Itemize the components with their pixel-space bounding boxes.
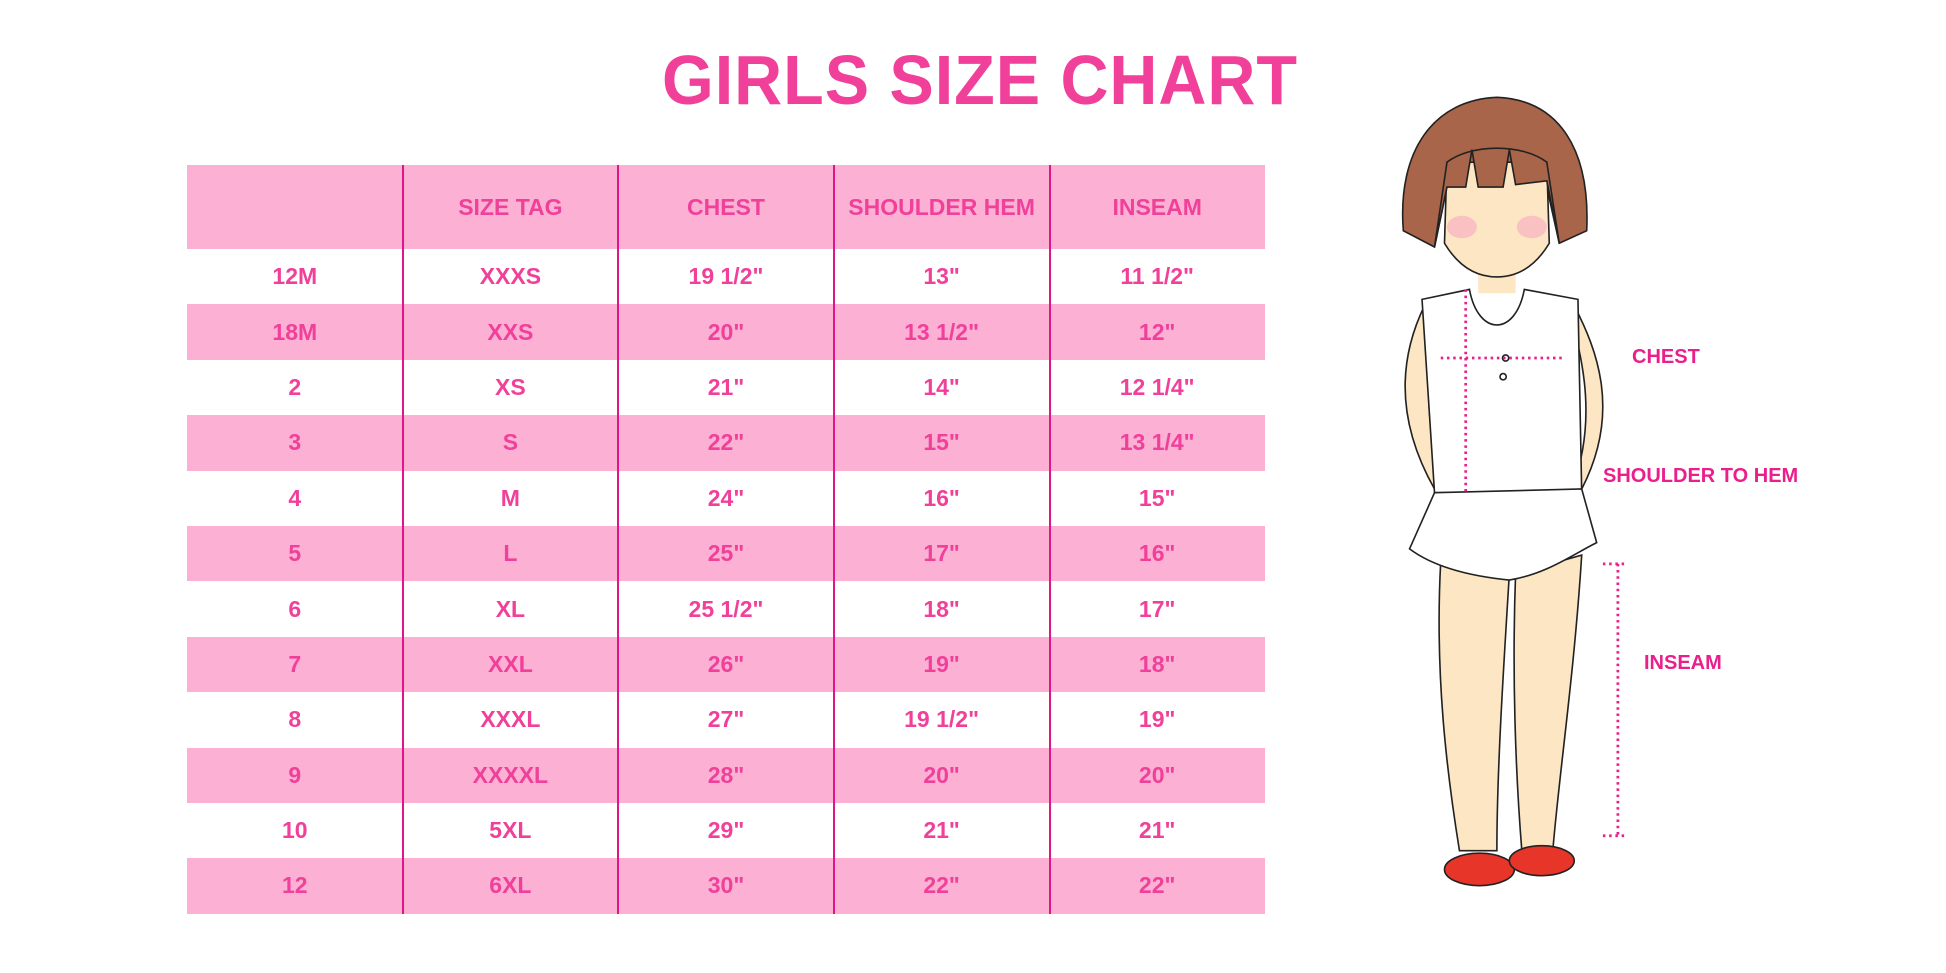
right-shoe xyxy=(1508,844,1576,877)
table-cell: 24" xyxy=(707,484,745,511)
bloomers xyxy=(1408,488,1598,581)
table-cell: 26" xyxy=(707,650,745,677)
table-cell: 22" xyxy=(1138,872,1176,899)
right-leg xyxy=(1513,554,1583,852)
column-header: INSEAM xyxy=(1112,193,1202,220)
table-cell: 21" xyxy=(923,817,960,844)
left-leg xyxy=(1438,560,1511,852)
table-cell: 22" xyxy=(707,429,745,456)
table-cell: M xyxy=(500,484,520,511)
table-row: 10 5XL 29" 21" 21" xyxy=(187,803,1265,858)
table-cell: 19" xyxy=(923,650,960,677)
table-cell: S xyxy=(502,429,519,456)
table-cell: 9 xyxy=(288,761,302,788)
shirt xyxy=(1421,288,1583,494)
left-shoe xyxy=(1443,852,1516,887)
size-table: SIZE TAG CHEST SHOULDER HEM INSEAM 12M XXXS 19… xyxy=(187,165,1265,914)
column-divider xyxy=(617,165,619,914)
table-cell: 16" xyxy=(923,484,960,511)
table-cell: 6 xyxy=(288,595,302,622)
table-cell: 13 1/2" xyxy=(904,318,979,345)
table-row: 6 XL 25 1/2" 18" 17" xyxy=(187,581,1265,636)
column-divider xyxy=(402,165,404,914)
table-cell: 30" xyxy=(707,872,745,899)
shoulder-to-hem-label: SHOULDER TO HEM xyxy=(1603,465,1799,487)
table-cell: L xyxy=(503,540,518,567)
table-row: 12 6XL 30" 22" 22" xyxy=(187,858,1265,914)
table-cell: 25" xyxy=(707,540,745,567)
table-cell: 25 1/2" xyxy=(688,595,764,622)
inseam-label: INSEAM xyxy=(1644,652,1722,674)
table-row: 8 XXXL 27" 19 1/2" 19" xyxy=(187,692,1265,747)
table-cell: 29" xyxy=(707,817,745,844)
page-title: GIRLS SIZE CHART xyxy=(662,41,1298,119)
table-cell: 11 1/2" xyxy=(1120,263,1194,290)
table-cell: 4 xyxy=(288,484,302,511)
table-cell: 13 1/4" xyxy=(1119,429,1195,456)
table-cell: 20" xyxy=(1138,761,1176,788)
table-cell: XXXS xyxy=(479,263,542,290)
table-cell: XXXXL xyxy=(472,761,549,788)
table-cell: XS xyxy=(495,373,526,400)
table-cell: 19 1/2" xyxy=(904,706,979,733)
table-cell: 17" xyxy=(1138,595,1176,622)
table-cell: XXL xyxy=(488,650,533,677)
header-row: SIZE TAG CHEST SHOULDER HEM INSEAM xyxy=(187,165,1265,249)
table-cell: 18M xyxy=(272,318,318,345)
table-cell: 12" xyxy=(1138,318,1176,345)
table-row: 2 XS 21" 14" 12 1/4" xyxy=(187,360,1265,415)
table-cell: 3 xyxy=(288,429,302,456)
table-cell: 18" xyxy=(923,595,960,622)
table-cell: XL xyxy=(495,595,526,622)
chest-label: CHEST xyxy=(1632,346,1700,368)
table-cell: XXXL xyxy=(480,706,541,733)
table-cell: 19" xyxy=(1138,706,1176,733)
table-row: 4 M 24" 16" 15" xyxy=(187,471,1265,526)
table-cell: 13" xyxy=(923,263,960,290)
face xyxy=(1443,161,1551,278)
table-cell: 7 xyxy=(288,650,302,677)
table-cell: 14" xyxy=(923,373,960,400)
table-cell: 2 xyxy=(288,373,302,400)
table-cell: 10 xyxy=(282,817,308,844)
table-cell: 12 xyxy=(282,872,308,899)
table-row: 5 L 25" 17" 16" xyxy=(187,525,1265,582)
table-row: 3 S 22" 15" 13 1/4" xyxy=(187,415,1265,471)
table-cell: 12M xyxy=(272,263,318,290)
table-row: 7 XXL 26" 19" 18" xyxy=(187,636,1265,693)
column-header: SIZE TAG xyxy=(458,193,563,220)
column-divider xyxy=(1049,165,1051,914)
table-cell: 17" xyxy=(923,540,960,567)
table-row: 9 XXXXL 28" 20" 20" xyxy=(187,747,1265,803)
table-cell: 19 1/2" xyxy=(688,263,764,290)
table-cell: 15" xyxy=(1138,484,1176,511)
table-row: 12M XXXS 19 1/2" 13" 11 1/2" xyxy=(187,249,1265,304)
table-cell: 15" xyxy=(923,429,960,456)
table-cell: 28" xyxy=(707,761,745,788)
table-cell: 22" xyxy=(923,872,960,899)
table-cell: 8 xyxy=(288,706,302,733)
table-cell: 5XL xyxy=(489,817,532,844)
table-cell: 5 xyxy=(288,540,302,567)
column-header: CHEST xyxy=(687,193,765,220)
table-cell: 27" xyxy=(707,706,745,733)
table-row: 18M XXS 20" 13 1/2" 12" xyxy=(187,304,1265,360)
table-cell: 18" xyxy=(1138,650,1176,677)
table-cell: 21" xyxy=(1138,817,1176,844)
table-cell: 20" xyxy=(707,318,745,345)
column-divider xyxy=(833,165,835,914)
table-cell: XXS xyxy=(487,318,534,345)
table-cell: 20" xyxy=(923,761,960,788)
table-cell: 12 1/4" xyxy=(1119,373,1195,400)
column-header: SHOULDER HEM xyxy=(848,193,1035,220)
table-cell: 6XL xyxy=(489,872,532,899)
table-cell: 16" xyxy=(1138,540,1176,567)
table-cell: 21" xyxy=(707,373,745,400)
